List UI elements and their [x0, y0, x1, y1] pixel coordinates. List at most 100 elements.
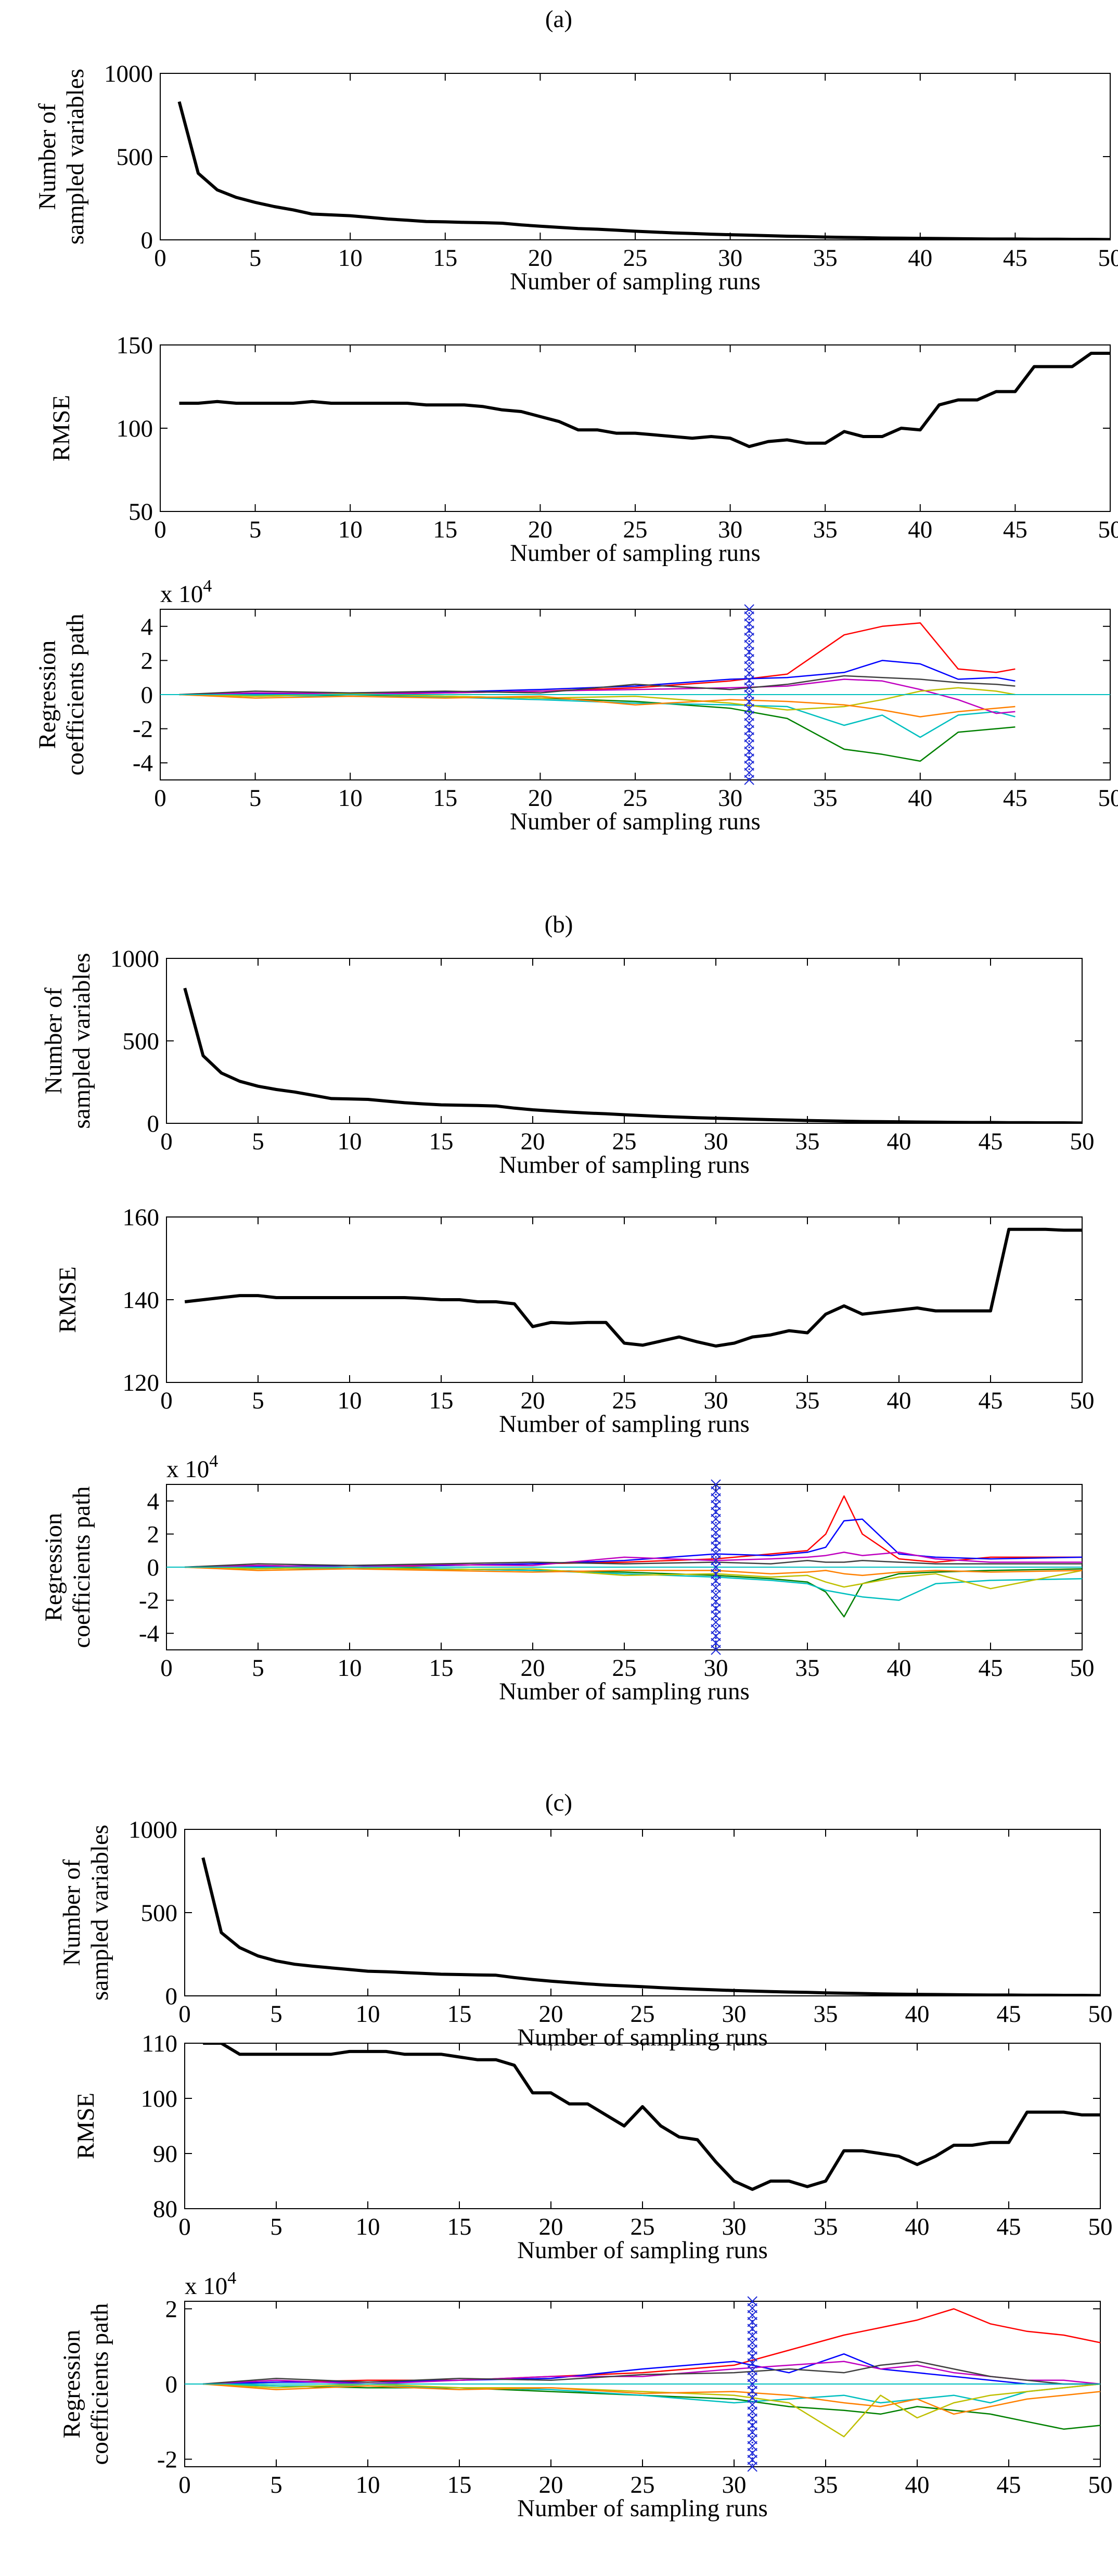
x-tick-label: 5	[252, 1655, 264, 1682]
x-tick-label: 20	[539, 2471, 563, 2498]
chart-a-2: 0 5 10 15 20 25 30 35 40 45 50 50 100 150 Number of sa…	[48, 332, 1118, 567]
x-tick-label: 30	[722, 2471, 747, 2498]
series-line-c7	[203, 2361, 1100, 2385]
y-tick-label: 0	[165, 2371, 178, 2398]
x-axis-label: Number of sampling runs	[517, 2237, 768, 2264]
y-axis-label-line: RMSE	[72, 2093, 99, 2159]
marker-star	[744, 682, 754, 693]
x-tick-label: 20	[521, 1128, 545, 1155]
marker-star	[744, 711, 754, 721]
marker-star	[744, 732, 754, 742]
chart-b-3: 0 5 10 15 20 25 30 35 40 45 50 -4 -2 0 2 4 Number of sam…	[40, 1452, 1095, 1705]
x-tick-label: 30	[722, 2001, 747, 2028]
y-tick-label: 2	[165, 2296, 178, 2323]
x-tick-label: 25	[631, 2001, 655, 2028]
x-tick-label: 45	[997, 2001, 1021, 2028]
y-axis-label-line: RMSE	[48, 395, 75, 462]
x-tick-label: 5	[252, 1387, 264, 1414]
x-tick-label: 50	[1088, 2001, 1113, 2028]
x-tick-label: 35	[814, 2213, 838, 2240]
x-tick-label: 20	[528, 516, 552, 543]
x-tick-label: 15	[433, 516, 457, 543]
scale-exponent: 4	[209, 1452, 218, 1471]
y-tick-label: 500	[123, 1028, 160, 1055]
y-tick-label: 0	[141, 682, 153, 709]
y-tick-label: 4	[147, 1488, 160, 1515]
y-axis-label: Regressioncoefficients path	[34, 613, 89, 775]
y-axis-label: Regressioncoefficients path	[40, 1486, 95, 1648]
marker-star	[744, 618, 754, 629]
x-tick-label: 10	[338, 785, 363, 812]
x-tick-label: 50	[1098, 245, 1118, 272]
y-axis-label-line: coefficients path	[86, 2303, 113, 2465]
y-tick-label: -4	[133, 750, 153, 777]
x-tick-label: 15	[429, 1655, 454, 1682]
x-tick-label: 45	[997, 2471, 1021, 2498]
y-axis-label-line: Number of	[34, 103, 61, 210]
x-axis-label: Number of sampling runs	[510, 808, 761, 835]
x-tick-label: 0	[160, 1655, 173, 1682]
series-line-c5	[185, 1552, 1082, 1568]
x-tick-label: 50	[1070, 1387, 1095, 1414]
series-group	[185, 2308, 1100, 2438]
x-tick-label: 0	[154, 245, 166, 272]
x-tick-label: 20	[539, 2001, 563, 2028]
marker-star	[744, 647, 754, 657]
y-axis-label-line: RMSE	[54, 1266, 81, 1333]
series-line-c6	[203, 2383, 1100, 2438]
series-line-sampled variables	[177, 101, 1110, 240]
x-tick-label: 5	[252, 1128, 264, 1155]
marker-star	[744, 746, 754, 757]
x-tick-label: 20	[539, 2213, 563, 2240]
marker-star	[744, 760, 754, 771]
x-tick-label: 40	[908, 245, 932, 272]
x-tick-label: 30	[722, 2213, 747, 2240]
y-axis-label-line: Number of	[40, 988, 67, 1094]
x-tick-label: 10	[338, 1128, 362, 1155]
marker-star	[711, 1645, 721, 1655]
x-tick-label: 50	[1070, 1128, 1095, 1155]
y-axis-label: Number ofsampled variables	[34, 69, 89, 245]
x-tick-label: 20	[521, 1655, 545, 1682]
x-tick-label: 15	[447, 2213, 472, 2240]
x-tick-label: 40	[887, 1655, 911, 1682]
series-line-c7	[185, 1560, 1082, 1568]
x-tick-label: 5	[249, 785, 262, 812]
x-tick-label: 20	[528, 245, 552, 272]
y-axis-label: RMSE	[54, 1266, 81, 1333]
y-axis-label: RMSE	[48, 395, 75, 462]
y-tick-label: 1000	[104, 60, 153, 87]
x-tick-label: 30	[718, 516, 742, 543]
marker-star	[747, 2462, 757, 2472]
x-tick-label: 10	[356, 2213, 380, 2240]
x-tick-label: 15	[447, 2471, 472, 2498]
x-tick-label: 35	[813, 516, 838, 543]
y-tick-label: 90	[153, 2141, 177, 2168]
x-tick-label: 0	[178, 2213, 191, 2240]
y-axis-label-line: coefficients path	[62, 613, 89, 775]
panel-label: (c)	[545, 1789, 572, 1816]
y-axis-label-line: sampled variables	[62, 69, 89, 245]
x-tick-label: 35	[814, 2001, 838, 2028]
y-tick-label: 100	[117, 415, 153, 442]
y-tick-label: 100	[141, 2085, 178, 2112]
marker-star	[744, 696, 754, 707]
x-tick-label: 25	[612, 1387, 637, 1414]
y-axis-label-line: Regression	[40, 1513, 67, 1622]
chart-b-2: 0 5 10 15 20 25 30 35 40 45 50 120 140 160 Number of s…	[54, 1204, 1095, 1438]
chart-a-3: 0 5 10 15 20 25 30 35 40 45 50 -4 -2 0 2 4 Number of sam…	[34, 576, 1118, 835]
y-axis-label: Number ofsampled variables	[58, 1825, 113, 2001]
x-tick-label: 35	[795, 1655, 820, 1682]
x-tick-label: 5	[270, 2001, 282, 2028]
y-tick-label: 120	[123, 1369, 160, 1396]
series-group	[183, 988, 1082, 1123]
x-tick-label: 35	[795, 1128, 820, 1155]
x-tick-label: 40	[905, 2001, 930, 2028]
marker-star	[744, 668, 754, 678]
x-tick-label: 50	[1098, 785, 1118, 812]
x-tick-label: 5	[270, 2471, 282, 2498]
x-tick-label: 0	[154, 516, 166, 543]
x-tick-label: 25	[623, 245, 648, 272]
y-tick-label: 1000	[128, 1816, 177, 1843]
